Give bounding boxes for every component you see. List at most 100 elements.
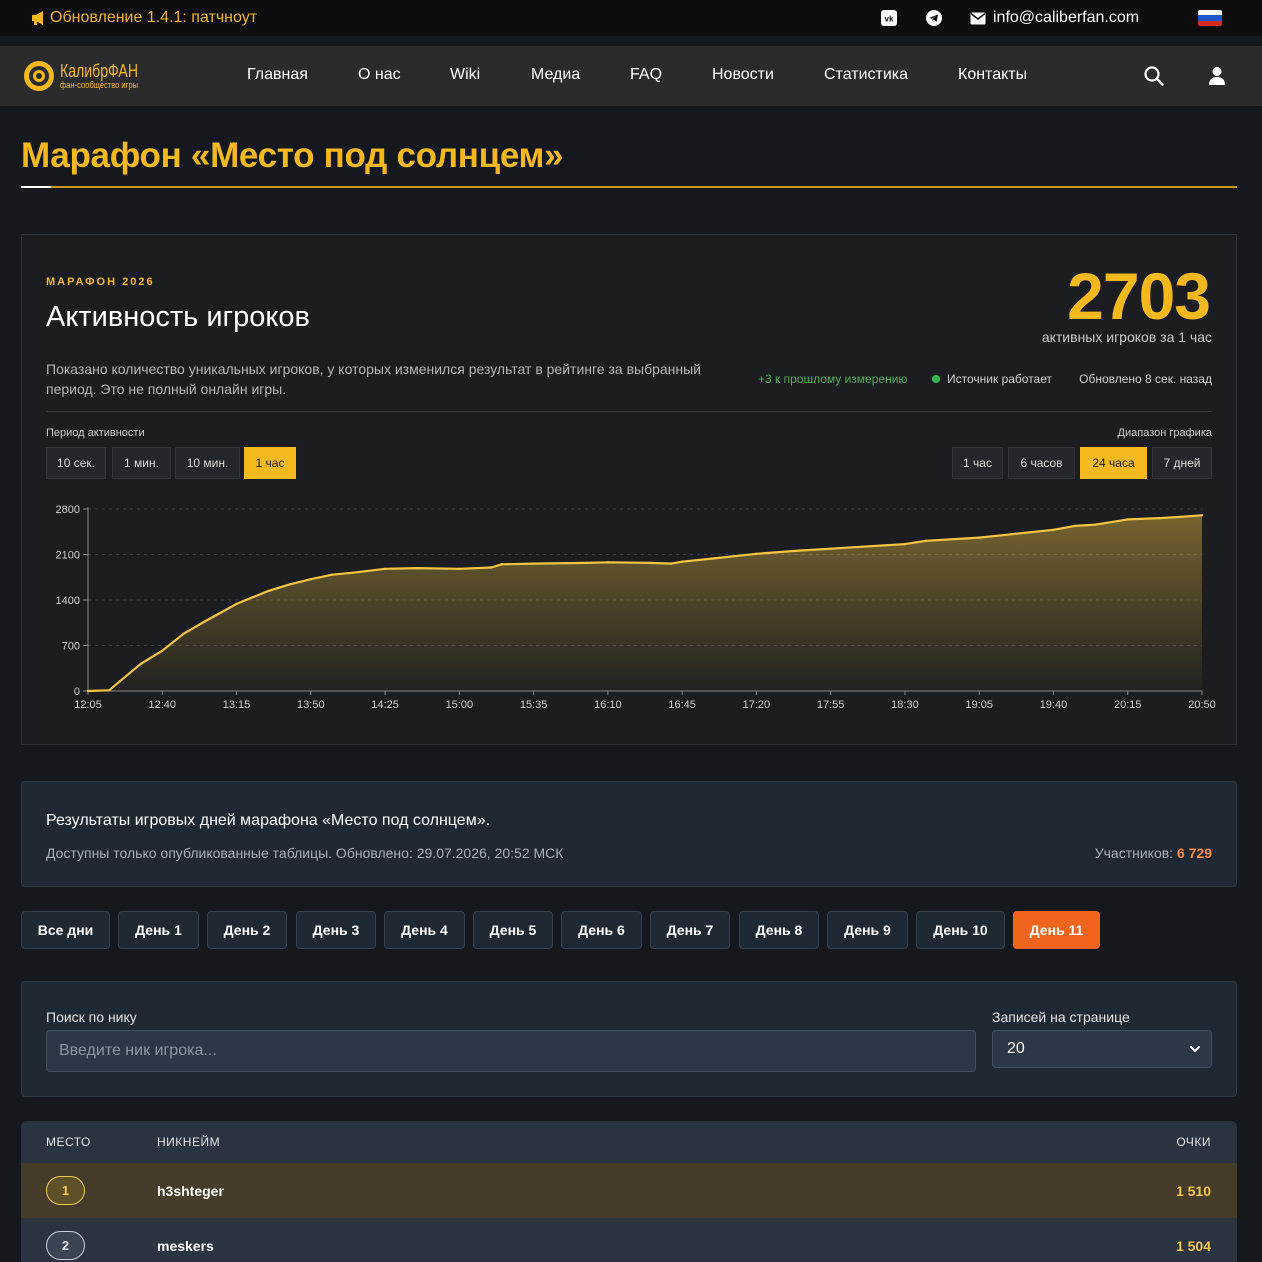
user-icon[interactable] — [1206, 65, 1228, 87]
data-point — [1094, 523, 1098, 526]
range-7d-button[interactable]: 7 дней — [1152, 447, 1212, 479]
data-point — [797, 549, 801, 552]
nav-home[interactable]: Главная — [247, 66, 308, 83]
tab-all-days[interactable]: Все дни — [21, 911, 110, 949]
site-logo[interactable]: КалибрФАН фан-сообщество игры — [22, 56, 142, 96]
vk-icon[interactable]: vk — [881, 10, 897, 26]
x-tick-label: 12:05 — [74, 699, 102, 711]
search-card: Поиск по нику Записей на странице 20 — [21, 981, 1237, 1097]
nav-wiki[interactable]: Wiki — [450, 66, 481, 83]
nickname-search-input[interactable] — [46, 1030, 976, 1072]
x-tick-label: 19:40 — [1040, 699, 1068, 711]
tab-day-2[interactable]: День 2 — [207, 911, 287, 949]
data-point — [755, 552, 758, 556]
table-row[interactable]: 1 h3shteger 1 510 — [21, 1163, 1237, 1218]
contact-email[interactable]: info@caliberfan.com — [970, 9, 1139, 27]
data-point — [415, 566, 419, 570]
tab-day-1[interactable]: День 1 — [118, 911, 199, 949]
series-line — [87, 514, 1203, 693]
data-point — [532, 562, 535, 565]
range-6h-button[interactable]: 6 часов — [1008, 447, 1075, 479]
tab-day-6[interactable]: День 6 — [561, 911, 642, 949]
main-navbar: КалибрФАН фан-сообщество игры Главная О … — [0, 46, 1262, 106]
tab-day-4[interactable]: День 4 — [384, 911, 465, 949]
data-point — [1009, 533, 1013, 536]
nav-about[interactable]: О нас — [358, 66, 401, 83]
column-points[interactable]: ОЧКИ — [1176, 1135, 1211, 1149]
period-1m-button[interactable]: 1 мин. — [112, 447, 171, 479]
data-point — [86, 689, 90, 693]
table-header: МЕСТО НИКНЕЙМ ОЧКИ — [21, 1121, 1237, 1163]
data-point — [903, 542, 907, 546]
nav-contacts[interactable]: Контакты — [958, 66, 1028, 83]
rank-badge: 1 — [46, 1176, 85, 1205]
data-point — [352, 571, 355, 574]
x-tick-label: 17:55 — [817, 699, 845, 711]
email-text: info@caliberfan.com — [993, 9, 1140, 26]
x-tick-label: 18:30 — [891, 699, 919, 711]
data-point — [606, 561, 610, 564]
data-point — [288, 583, 291, 586]
active-players-count: 2703 — [1067, 259, 1211, 333]
nav-media[interactable]: Медиа — [531, 66, 581, 83]
tab-day-9[interactable]: День 9 — [827, 911, 908, 949]
y-tick-label: 2800 — [56, 504, 80, 516]
title-underline — [21, 186, 1237, 188]
announcement-text: Обновление 1.4.1: патчноут — [50, 9, 258, 26]
data-point — [118, 680, 122, 683]
data-point — [924, 539, 928, 543]
period-10s-button[interactable]: 10 сек. — [46, 447, 106, 479]
period-10m-button[interactable]: 10 мин. — [175, 447, 240, 479]
data-point — [309, 578, 312, 581]
active-players-caption: активных игроков за 1 час — [1041, 329, 1212, 345]
player-nickname[interactable]: h3shteger — [157, 1183, 224, 1199]
nav-news[interactable]: Новости — [712, 66, 774, 83]
announcement-link[interactable]: Обновление 1.4.1: патчноут — [30, 9, 257, 27]
brand-name: КалибрФАН — [60, 61, 138, 81]
data-point — [585, 561, 588, 565]
data-point — [330, 573, 334, 576]
per-page-value: 20 — [1007, 1040, 1025, 1057]
range-24h-button[interactable]: 24 часа — [1080, 447, 1147, 479]
megaphone-icon — [32, 11, 43, 25]
panel-heading: Активность игроков — [46, 301, 310, 333]
range-1h-button[interactable]: 1 час — [952, 447, 1003, 479]
data-point — [1200, 514, 1204, 517]
per-page-select[interactable]: 20 — [992, 1030, 1212, 1068]
tab-day-10[interactable]: День 10 — [916, 911, 1005, 949]
column-nickname[interactable]: НИКНЕЙМ — [157, 1135, 221, 1149]
tab-day-11[interactable]: День 11 — [1013, 911, 1100, 949]
results-info: Результаты игровых дней марафона «Место … — [21, 781, 1237, 887]
telegram-icon[interactable] — [926, 10, 942, 26]
y-tick-label: 1400 — [56, 595, 80, 607]
x-tick-label: 20:15 — [1114, 699, 1142, 711]
data-point — [161, 649, 164, 652]
data-point — [139, 662, 143, 665]
data-point — [108, 689, 111, 692]
activity-panel: МАРАФОН 2026 Активность игроков 2703 акт… — [21, 234, 1237, 745]
player-points: 1 510 — [1175, 1183, 1211, 1199]
russian-flag-icon[interactable] — [1198, 10, 1222, 26]
data-point — [1158, 516, 1161, 520]
rank-badge: 2 — [46, 1231, 85, 1260]
search-icon[interactable] — [1143, 65, 1165, 87]
x-tick-label: 15:35 — [520, 699, 548, 711]
tab-day-3[interactable]: День 3 — [296, 911, 376, 949]
period-label: Период активности — [46, 427, 145, 439]
tab-day-5[interactable]: День 5 — [473, 911, 553, 949]
per-page-label: Записей на странице — [992, 1009, 1130, 1025]
column-rank[interactable]: МЕСТО — [46, 1135, 91, 1149]
tab-day-7[interactable]: День 7 — [650, 911, 730, 949]
table-row[interactable]: 2 meskers 1 504 — [21, 1218, 1237, 1262]
activity-description: Показано количество уникальных игроков, … — [46, 361, 702, 397]
nav-stats[interactable]: Статистика — [824, 66, 909, 83]
y-tick-label: 2100 — [56, 550, 80, 562]
period-1h-button[interactable]: 1 час — [244, 447, 296, 479]
y-tick-label: 0 — [74, 686, 80, 698]
tab-day-8[interactable]: День 8 — [739, 911, 819, 949]
search-label: Поиск по нику — [46, 1009, 137, 1025]
player-nickname[interactable]: meskers — [157, 1238, 214, 1254]
nav-faq[interactable]: FAQ — [630, 66, 663, 83]
leaderboard-table: МЕСТО НИКНЕЙМ ОЧКИ 1 h3shteger 1 510 2 m… — [21, 1121, 1237, 1262]
source-status-text: Источник работает — [947, 372, 1052, 386]
